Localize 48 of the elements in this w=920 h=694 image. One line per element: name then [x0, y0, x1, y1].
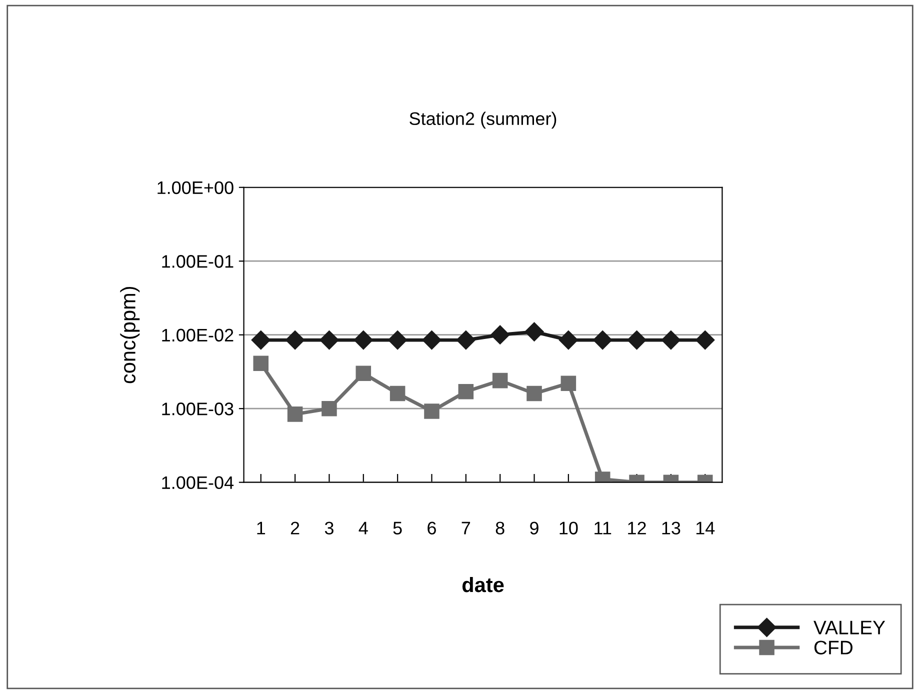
point	[390, 386, 406, 402]
legend-label: CFD	[814, 640, 852, 654]
x-tick-label: 7	[462, 522, 470, 534]
point	[320, 330, 339, 350]
point	[458, 384, 474, 400]
point	[696, 330, 715, 350]
x-tick-label: 8	[496, 522, 504, 534]
point	[526, 386, 542, 402]
point	[322, 400, 337, 416]
x-tick-label: 1	[257, 522, 266, 534]
point	[422, 330, 442, 350]
point	[253, 356, 269, 372]
point	[424, 404, 440, 419]
point	[661, 330, 680, 350]
point	[492, 372, 508, 388]
y-tick-label: 1.00E+00	[158, 181, 234, 194]
x-tick-label: 13	[662, 522, 680, 534]
point	[560, 376, 576, 391]
point	[627, 330, 646, 350]
x-tick-label: 11	[594, 522, 612, 534]
y-tick-label: 1.00E-03	[162, 402, 234, 416]
x-tick-label: 2	[290, 522, 300, 534]
point	[287, 406, 303, 422]
y-axis-title: conc(ppm)	[120, 286, 140, 384]
y-tick-label: 1.00E-01	[162, 255, 234, 268]
point	[456, 330, 476, 350]
point	[354, 330, 373, 350]
point	[593, 330, 612, 350]
point	[356, 366, 372, 382]
x-tick-label: 14	[696, 522, 715, 534]
point	[558, 330, 578, 350]
x-axis-title: date	[462, 576, 504, 592]
point	[251, 330, 270, 350]
y-tick-label: 1.00E-02	[162, 328, 234, 342]
x-tick-label: 9	[530, 522, 538, 534]
point	[524, 322, 544, 342]
y-tick-label: 1.00E-04	[162, 476, 234, 490]
point	[490, 325, 510, 344]
x-tick-label: 4	[358, 522, 368, 534]
point	[286, 330, 305, 350]
x-tick-label: 12	[628, 522, 646, 534]
x-tick-label: 6	[428, 522, 436, 534]
point	[388, 330, 408, 350]
x-tick-label: 10	[560, 522, 578, 534]
x-tick-label: 3	[324, 522, 334, 534]
legend-label: VALLEY	[814, 620, 886, 634]
x-tick-label: 5	[393, 522, 402, 534]
chart-title: Station2 (summer)	[410, 112, 556, 129]
